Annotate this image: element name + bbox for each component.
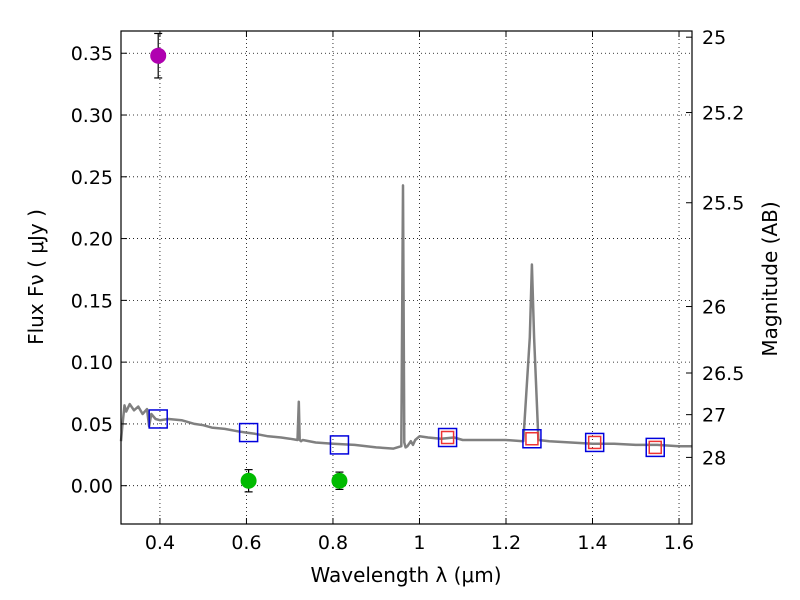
y-tick-label: 0.05 [71, 414, 113, 436]
model-photometry-marker [329, 435, 350, 455]
x-tick-label: 0.4 [145, 532, 175, 554]
mag-tick-label: 25.2 [702, 103, 744, 125]
plot-frame [120, 30, 693, 525]
x-tick-label: 0.8 [318, 532, 348, 554]
model-photometry-marker [148, 409, 168, 429]
x-axis-title: Wavelength λ (μm) [310, 563, 501, 587]
mag-tick-label: 26.5 [702, 363, 744, 385]
non-detection-point [331, 472, 348, 489]
model-photometry-marker [522, 428, 542, 449]
y-tick-label: 0.00 [71, 476, 113, 498]
observed-photometry-marker [440, 430, 455, 445]
model-photometry-marker [437, 427, 458, 448]
mag-tick-label: 27 [702, 405, 726, 427]
magnitude-axis-title: Magnitude (AB) [758, 201, 782, 356]
observed-photometry-marker [587, 435, 602, 450]
sed-model-line [119, 184, 692, 450]
y-tick-label: 0.35 [71, 43, 113, 65]
mag-tick-label: 26 [702, 297, 726, 319]
model-photometry-marker [238, 422, 259, 443]
mag-tick-label: 25.5 [702, 193, 744, 215]
x-tick-label: 1.6 [664, 532, 694, 554]
y-tick-label: 0.25 [71, 167, 113, 189]
observed-photometry-marker [525, 431, 539, 446]
mag-tick-label: 25 [702, 27, 726, 49]
x-tick-label: 1.2 [491, 532, 521, 554]
y-tick-label: 0.15 [71, 290, 113, 312]
y-tick-label: 0.30 [71, 105, 113, 127]
grid-lines [121, 31, 692, 524]
model-photometry-marker [645, 437, 665, 458]
y-tick-label: 0.20 [71, 229, 113, 251]
detection-point [150, 47, 167, 64]
x-tick-label: 0.6 [231, 532, 261, 554]
plot-area [119, 32, 692, 493]
x-tick-label: 1.4 [577, 532, 607, 554]
axis-ticks: 0.4 0.6 0.8 1 1.2 1.4 1.6 0.00 0.05 0.10 0.15 0.20 0… [71, 27, 745, 554]
y-tick-label: 0.10 [71, 352, 113, 374]
non-detection-point [240, 472, 257, 489]
mag-tick-label: 28 [702, 447, 726, 469]
y-axis-title: Flux Fν ( μJy ) [24, 209, 48, 345]
observed-photometry-marker [648, 440, 662, 455]
x-tick-label: 1 [413, 532, 425, 554]
model-photometry-marker [584, 432, 605, 453]
